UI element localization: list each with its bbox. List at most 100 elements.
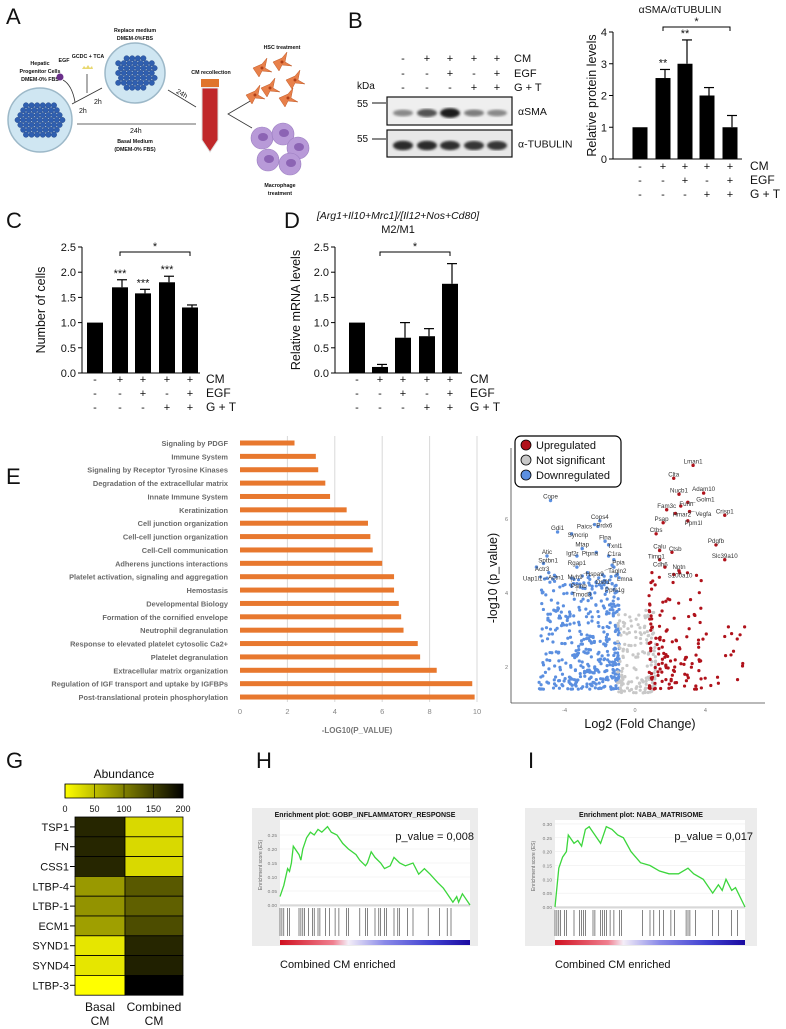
point-down xyxy=(610,605,614,609)
treatment-sign: + xyxy=(117,374,123,386)
treatment-sign: - xyxy=(401,82,405,94)
gene-label: Cdh6 xyxy=(653,561,668,568)
bar xyxy=(442,283,458,373)
point-ns xyxy=(621,647,626,651)
y-tick-label: 2.5 xyxy=(61,242,76,254)
hsc-nucleus xyxy=(280,60,284,64)
gene-label: Uap1l1 xyxy=(523,575,543,582)
point-down xyxy=(545,658,549,662)
point-up xyxy=(649,646,653,651)
point-down xyxy=(576,578,581,582)
western-blot: - + + + + CM - - + - + EGF - - - + + G + T kDa 55 αSMA 55 α-TU… xyxy=(357,53,573,158)
gene-label: Psmb xyxy=(571,583,587,590)
point-ns xyxy=(646,690,650,695)
point-up xyxy=(649,649,653,653)
labeled-point xyxy=(657,558,662,562)
hepatic-cell xyxy=(143,60,150,67)
point-ns xyxy=(620,673,624,677)
bar xyxy=(419,336,435,373)
arrow xyxy=(227,99,253,129)
point-down xyxy=(602,658,606,662)
point-down xyxy=(605,581,609,585)
panel-label-a: A xyxy=(6,4,21,29)
point-up xyxy=(662,639,666,643)
hepatic-cell xyxy=(23,102,29,109)
heatmap-cell xyxy=(74,915,126,937)
y-axis-label: Enrichment score (ES) xyxy=(258,840,264,891)
legend-marker xyxy=(520,454,532,466)
hsc-treatment-label: HSC treatment xyxy=(264,45,301,51)
treatment-sign: + xyxy=(424,53,430,65)
row-label: LTBP-3 xyxy=(33,980,69,992)
hepatic-cell xyxy=(59,117,66,123)
point-up xyxy=(692,612,696,617)
hsc-cells-icon xyxy=(245,51,306,108)
point-up xyxy=(666,666,670,670)
legend-label: Upregulated xyxy=(536,440,596,452)
hepatic-cell xyxy=(37,117,43,123)
x-axis-label: Log2 (Fold Change) xyxy=(584,717,695,731)
caption: Combined CM enriched xyxy=(555,959,671,971)
point-up xyxy=(657,652,661,656)
point-down xyxy=(611,608,615,612)
significance-star: * xyxy=(153,241,158,253)
hepatic-cell xyxy=(48,107,55,114)
point-down xyxy=(577,648,581,652)
y-axis-label: Relative protein levels xyxy=(585,34,599,156)
hsc-nucleus xyxy=(286,96,290,100)
legend: Upregulated Not significant Downregulated xyxy=(514,435,622,488)
hepatic-cell xyxy=(134,55,141,62)
point-ns xyxy=(653,655,657,659)
point-down xyxy=(548,580,552,584)
y-tick-label: 0.20 xyxy=(543,850,553,856)
hepatic-cell xyxy=(115,70,122,76)
point-down xyxy=(597,681,601,685)
category-label: Keratinization xyxy=(179,506,228,515)
point-down xyxy=(578,629,582,633)
bar xyxy=(240,574,395,580)
hepatic-cell xyxy=(28,112,35,119)
hepatic-cell xyxy=(118,65,124,72)
point-ns xyxy=(616,621,620,626)
point-down xyxy=(568,635,573,639)
point-up xyxy=(689,665,693,669)
point-up xyxy=(648,602,652,606)
panel-label-h: H xyxy=(256,748,272,773)
point-up xyxy=(660,679,664,683)
chart-f-volcano-plot: -4 0 4 2 4 6 Log2 (Fold Change) -log10 (p_value… xyxy=(486,435,765,731)
hepatic-cell xyxy=(115,79,122,86)
labeled-point xyxy=(664,508,669,512)
hepatic-cell xyxy=(118,75,124,81)
point-down xyxy=(545,680,549,684)
y-tick-label: 2.0 xyxy=(61,267,76,279)
point-ns xyxy=(619,633,623,637)
y-tick-label: 4 xyxy=(505,591,508,597)
point-down xyxy=(586,575,590,580)
row-label: LTBP-4 xyxy=(33,881,69,893)
hepatic-cell xyxy=(132,79,138,86)
heatmap-cell xyxy=(74,816,126,838)
significance-stars: *** xyxy=(137,277,151,289)
hepatic-cell xyxy=(31,126,38,133)
point-up xyxy=(672,616,676,620)
treatment-sign: - xyxy=(705,175,709,187)
protein-band xyxy=(417,108,437,118)
labeled-point xyxy=(610,582,614,586)
point-ns xyxy=(643,690,647,695)
point-down xyxy=(589,596,594,600)
point-ns xyxy=(645,615,650,619)
protein-band xyxy=(487,140,507,151)
cm-recollection-label: CM recollection xyxy=(191,70,230,76)
point-down xyxy=(568,583,573,587)
heatmap-cell xyxy=(74,955,126,976)
labeled-point xyxy=(673,511,678,516)
point-down xyxy=(589,641,594,645)
point-down xyxy=(560,683,564,687)
hepatic-cell xyxy=(151,65,158,72)
hepatic-cell xyxy=(146,75,152,81)
point-down xyxy=(543,670,548,674)
labeled-point xyxy=(679,504,683,508)
point-down xyxy=(581,665,585,669)
macrophage-nucleus xyxy=(286,159,296,167)
point-up xyxy=(647,684,652,688)
